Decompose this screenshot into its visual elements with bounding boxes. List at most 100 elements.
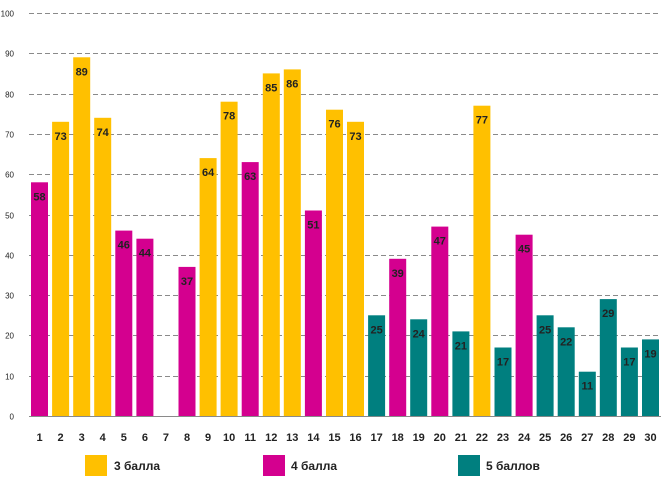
bar-5 bbox=[115, 230, 133, 416]
x-tick-label: 15 bbox=[328, 432, 340, 444]
bar-value-label: 85 bbox=[265, 82, 277, 94]
bar-value-label: 25 bbox=[370, 324, 382, 336]
bar-4 bbox=[94, 117, 112, 417]
bar-value-label: 22 bbox=[560, 336, 572, 348]
y-tick-label: 0 bbox=[10, 413, 15, 422]
x-tick-label: 4 bbox=[100, 432, 107, 444]
bar-28 bbox=[599, 299, 617, 416]
bar-value-label: 77 bbox=[476, 115, 488, 127]
bar-6 bbox=[136, 238, 154, 416]
x-tick-label: 19 bbox=[413, 432, 425, 444]
x-tick-label: 27 bbox=[581, 432, 593, 444]
x-tick-label: 28 bbox=[602, 432, 614, 444]
bar-18 bbox=[389, 258, 407, 416]
bar-9 bbox=[199, 158, 217, 416]
bar-value-label: 46 bbox=[118, 240, 130, 252]
y-tick-label: 100 bbox=[1, 10, 15, 19]
bar-value-label: 73 bbox=[54, 131, 66, 143]
x-tick-label: 5 bbox=[121, 432, 127, 444]
x-tick-label: 25 bbox=[539, 432, 551, 444]
x-tick-label: 11 bbox=[244, 432, 256, 444]
bar-30 bbox=[642, 339, 659, 416]
x-tick-label: 14 bbox=[307, 432, 320, 444]
legend-swatch bbox=[263, 455, 285, 476]
bar-value-label: 17 bbox=[623, 357, 635, 369]
bar-24 bbox=[515, 234, 533, 416]
x-tick-label: 6 bbox=[142, 432, 148, 444]
bar-value-label: 74 bbox=[97, 127, 110, 139]
bar-value-label: 63 bbox=[244, 171, 256, 183]
y-tick-label: 50 bbox=[5, 212, 14, 221]
y-tick-label: 90 bbox=[5, 50, 14, 59]
bar-value-label: 25 bbox=[539, 324, 551, 336]
x-tick-label: 9 bbox=[205, 432, 211, 444]
x-tick-label: 26 bbox=[560, 432, 572, 444]
bar-13 bbox=[283, 69, 301, 417]
y-tick-label: 80 bbox=[5, 91, 14, 100]
bar-22 bbox=[473, 105, 491, 416]
y-tick-label: 60 bbox=[5, 171, 14, 180]
bar-value-label: 47 bbox=[434, 236, 446, 248]
x-tick-label: 17 bbox=[370, 432, 382, 444]
x-tick-label: 30 bbox=[644, 432, 656, 444]
y-tick-label: 20 bbox=[5, 332, 14, 341]
legend: 3 балла 4 балла 5 баллов bbox=[85, 455, 540, 476]
bar-value-label: 17 bbox=[497, 357, 509, 369]
x-tick-label: 20 bbox=[434, 432, 446, 444]
bar-8 bbox=[178, 266, 196, 416]
x-tick-label: 16 bbox=[349, 432, 361, 444]
bar-value-label: 11 bbox=[581, 381, 593, 393]
bar-16 bbox=[347, 121, 364, 417]
y-tick-label: 30 bbox=[5, 292, 14, 301]
bar-1 bbox=[31, 182, 48, 416]
x-tick-label: 8 bbox=[184, 432, 190, 444]
bar-value-label: 58 bbox=[33, 191, 45, 203]
bar-value-label: 24 bbox=[413, 328, 426, 340]
bar-10 bbox=[220, 101, 238, 416]
bar-3 bbox=[73, 57, 91, 417]
bar-value-label: 73 bbox=[349, 131, 361, 143]
bar-value-label: 78 bbox=[223, 111, 235, 123]
bar-value-label: 19 bbox=[644, 348, 656, 360]
x-tick-label: 18 bbox=[392, 432, 404, 444]
bar-15 bbox=[326, 109, 343, 416]
x-axis-ticks: 1 2 3 4 5 6 7 8 9 10 11 12 13 14 15 16 17 18 19 20 21 22 23 24 2… bbox=[36, 432, 656, 444]
bar-27 bbox=[578, 371, 596, 416]
x-tick-label: 21 bbox=[455, 432, 467, 444]
bar-14 bbox=[304, 210, 322, 416]
bar-12 bbox=[262, 73, 280, 417]
bar-11 bbox=[241, 162, 259, 416]
x-tick-label: 12 bbox=[265, 432, 277, 444]
x-tick-label: 1 bbox=[36, 432, 42, 444]
bar-value-label: 21 bbox=[455, 340, 467, 352]
x-tick-label: 22 bbox=[476, 432, 488, 444]
bar-2 bbox=[52, 121, 70, 417]
bar-20 bbox=[431, 226, 449, 416]
bar-value-label: 51 bbox=[307, 220, 319, 232]
bar-value-label: 64 bbox=[202, 167, 215, 179]
y-tick-label: 70 bbox=[5, 131, 14, 140]
bar-23 bbox=[494, 347, 512, 416]
bar-value-label: 76 bbox=[328, 119, 340, 131]
bar-value-label: 89 bbox=[76, 66, 88, 78]
bars bbox=[31, 57, 659, 417]
grid-lines bbox=[29, 13, 661, 417]
y-tick-label: 40 bbox=[5, 252, 14, 261]
x-tick-label: 23 bbox=[497, 432, 509, 444]
x-tick-label: 10 bbox=[223, 432, 235, 444]
bar-value-label: 37 bbox=[181, 276, 193, 288]
x-tick-label: 7 bbox=[163, 432, 169, 444]
legend-label: 5 баллов bbox=[486, 459, 540, 473]
bar-value-label: 45 bbox=[518, 244, 530, 256]
bar-17 bbox=[368, 315, 386, 417]
bar-29 bbox=[620, 347, 638, 416]
bar-value-label: 44 bbox=[139, 248, 152, 260]
bar-value-label: 86 bbox=[286, 78, 298, 90]
bar-25 bbox=[536, 315, 554, 417]
x-tick-label: 29 bbox=[623, 432, 635, 444]
legend-swatch bbox=[85, 455, 107, 476]
x-tick-label: 2 bbox=[58, 432, 64, 444]
x-tick-label: 13 bbox=[286, 432, 298, 444]
